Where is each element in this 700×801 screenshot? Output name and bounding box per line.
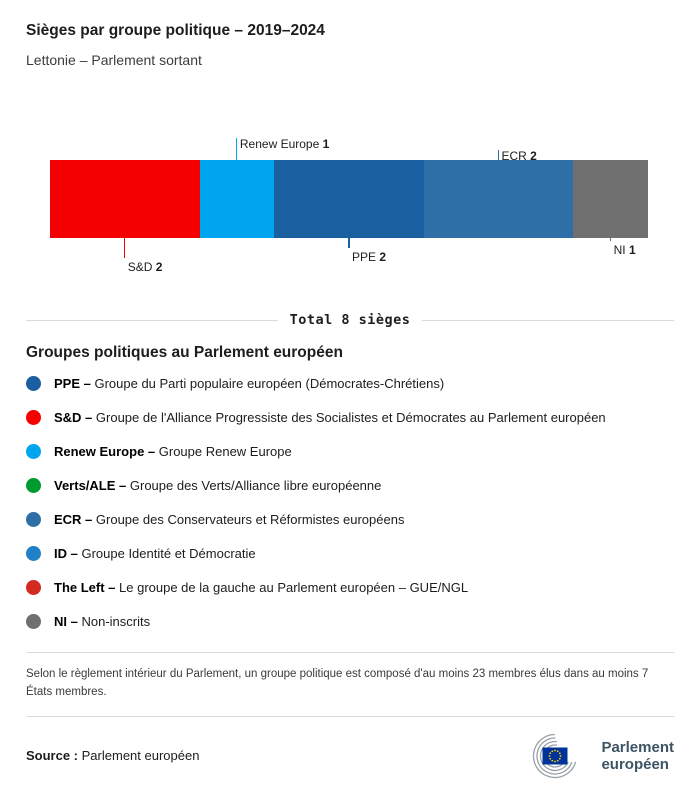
- legend-item-id: ID – Groupe Identité et Démocratie: [26, 536, 674, 570]
- legend-label-ppe: PPE – Groupe du Parti populaire européen…: [54, 375, 445, 391]
- callout-label-ppe: PPE 2: [352, 250, 387, 264]
- legend-label-ni: NI – Non-inscrits: [54, 613, 151, 629]
- callout-line-s-d: [123, 238, 126, 258]
- logo-text-line2: européen: [601, 755, 669, 773]
- callout-label-s-d: S&D 2: [127, 260, 163, 274]
- logo-text: Parlement européen: [601, 739, 674, 774]
- legend-label-ecr: ECR – Groupe des Conservateurs et Réform…: [54, 511, 405, 527]
- callout-label-ni: NI 1: [613, 243, 636, 257]
- hemicycle-eu-flag-icon: [533, 733, 578, 778]
- bar-segment-s-d: [50, 160, 200, 238]
- callout-layer: S&D 2 Renew Europe 1 PPE 2 ECR 2 NI 1: [50, 128, 648, 276]
- legend-dot-ecr: [26, 511, 41, 527]
- legend-dot-ni: [26, 613, 41, 629]
- legend-heading: Groupes politiques au Parlement européen: [26, 344, 343, 361]
- legend-item-renew-europe: Renew Europe – Groupe Renew Europe: [26, 434, 674, 468]
- legend-dot-ppe: [26, 375, 41, 391]
- stacked-bar: [50, 160, 648, 238]
- legend-label-verts-ale: Verts/ALE – Groupe des Verts/Alliance li…: [54, 477, 382, 493]
- legend-label-id: ID – Groupe Identité et Démocratie: [54, 545, 256, 561]
- legend-item-ni: NI – Non-inscrits: [26, 604, 674, 638]
- legend-item-the-left: The Left – Le groupe de la gauche au Par…: [26, 570, 674, 604]
- legend-dot-s-d: [26, 409, 41, 425]
- bar-segment-ppe: [274, 160, 424, 238]
- legend-item-ecr: ECR – Groupe des Conservateurs et Réform…: [26, 502, 674, 536]
- callout-line-ni: [609, 238, 612, 241]
- legend-dot-renew-europe: [26, 443, 41, 459]
- bar-segment-renew-europe: [199, 160, 275, 238]
- legend-item-ppe: PPE – Groupe du Parti populaire européen…: [26, 366, 674, 400]
- logo-text-line1: Parlement: [601, 738, 674, 756]
- callout-label-ecr: ECR 2: [501, 149, 537, 163]
- seats-chart: S&D 2 Renew Europe 1 PPE 2 ECR 2 NI 1: [26, 128, 674, 276]
- bar-segment-ecr: [423, 160, 574, 238]
- total-seats-row: Total 8 sièges: [26, 312, 675, 328]
- legend-label-s-d: S&D – Groupe de l'Alliance Progressiste …: [54, 409, 606, 425]
- total-seats-label: Total 8 sièges: [289, 312, 411, 328]
- page-title: Sièges par groupe politique – 2019–2024: [26, 22, 325, 39]
- parlement-europeen-logo: Parlement européen: [521, 729, 674, 783]
- divider-left: [26, 319, 278, 321]
- legend-dot-id: [26, 545, 41, 561]
- footer: Source : Parlement européen: [26, 729, 674, 801]
- source-value: Parlement européen: [81, 748, 200, 764]
- bar-segment-ni: [573, 160, 648, 238]
- legend-item-verts-ale: Verts/ALE – Groupe des Verts/Alliance li…: [26, 468, 674, 502]
- source-line: Source : Parlement européen: [26, 748, 199, 763]
- footnote-divider-top: [26, 652, 674, 653]
- legend-item-s-d: S&D – Groupe de l'Alliance Progressiste …: [26, 400, 674, 434]
- legend-label-renew-europe: Renew Europe – Groupe Renew Europe: [54, 443, 292, 459]
- source-label: Source :: [26, 748, 79, 764]
- callout-line-renew-europe: [235, 138, 238, 160]
- footnote: Selon le règlement intérieur du Parlemen…: [26, 668, 649, 699]
- legend-label-the-left: The Left – Le groupe de la gauche au Par…: [54, 579, 469, 595]
- callout-line-ppe: [348, 238, 350, 248]
- legend-dot-the-left: [26, 579, 41, 595]
- footnote-divider-bottom: [26, 715, 674, 717]
- eu-flag-icon: [542, 747, 568, 765]
- callout-line-ecr: [497, 150, 499, 160]
- legend-list: PPE – Groupe du Parti populaire européen…: [26, 366, 674, 638]
- legend-dot-verts-ale: [26, 477, 41, 493]
- page-subtitle: Lettonie – Parlement sortant: [26, 52, 202, 68]
- callout-label-renew-europe: Renew Europe 1: [239, 137, 330, 151]
- divider-right: [422, 319, 675, 321]
